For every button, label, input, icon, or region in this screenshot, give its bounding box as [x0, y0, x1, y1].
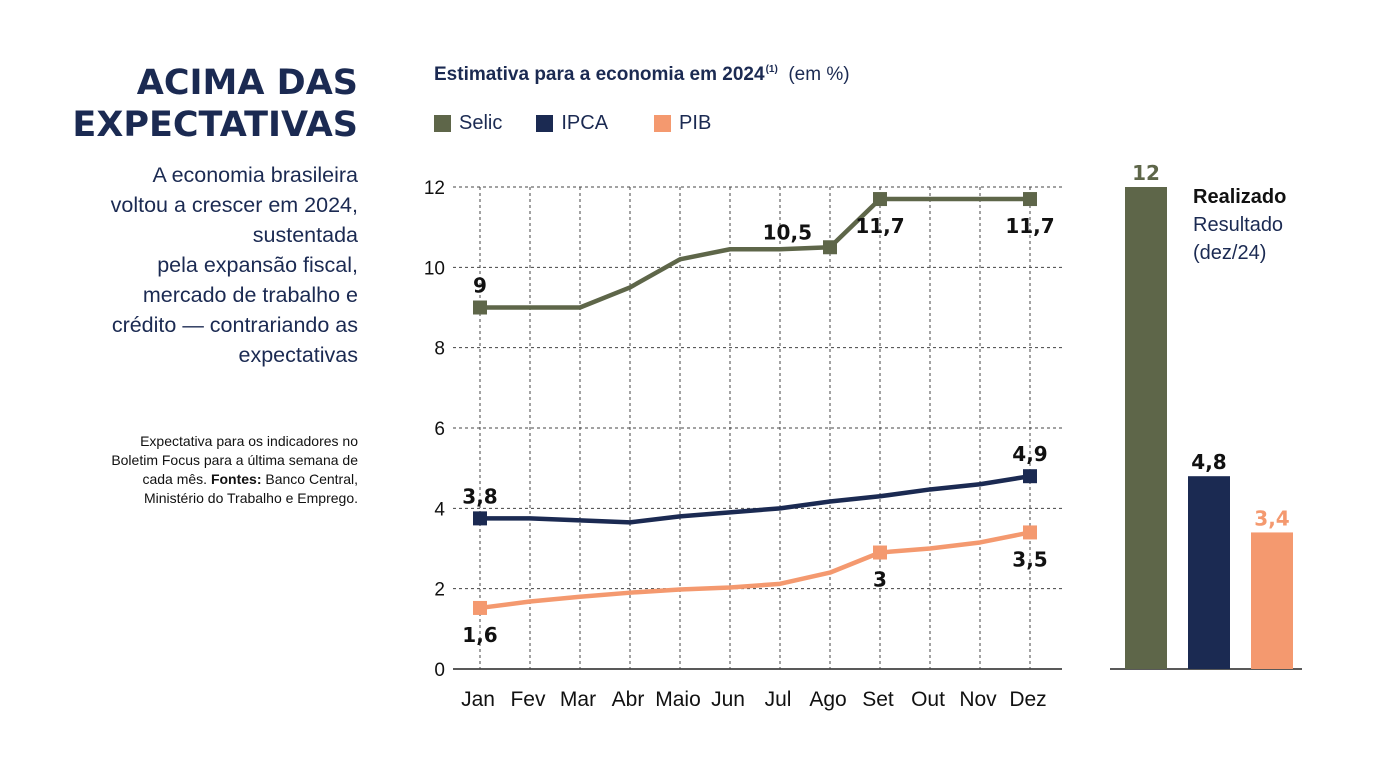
data-label: 11,7	[1005, 214, 1054, 238]
data-marker	[823, 240, 837, 255]
note-line: Expectativa para os indicadores no	[140, 433, 358, 449]
legend-item-selic: Selic	[434, 112, 502, 135]
note-line: Boletim Focus para a última semana de	[111, 452, 358, 468]
lede-line: A economia brasileira	[152, 163, 358, 187]
chart-title-footnote: (1)	[765, 64, 778, 75]
data-marker	[1023, 469, 1037, 484]
data-marker	[1023, 192, 1037, 207]
x-tick-label: Set	[862, 688, 894, 711]
legend-swatch-selic	[434, 115, 451, 132]
realized-bar-label: 3,4	[1254, 506, 1289, 530]
note-line: cada mês. Fontes: Banco Central,	[40, 470, 358, 489]
x-tick-label: Ago	[809, 688, 846, 711]
chart-legend: Selic IPCA PIB	[434, 112, 745, 135]
y-tick-label: 8	[434, 339, 445, 360]
y-tick-label: 4	[434, 499, 445, 520]
legend-label: IPCA	[561, 112, 609, 134]
lede-line: pela expansão fiscal,	[157, 253, 358, 277]
y-tick-label: 2	[434, 580, 445, 601]
series-line-pib	[477, 530, 1033, 611]
lede-line: crédito — contrariando as	[111, 313, 358, 337]
legend-item-pib: PIB	[654, 112, 711, 135]
x-tick-label: Jul	[765, 688, 792, 711]
headline-line: ACIMA DAS	[136, 63, 358, 103]
source-note: Expectativa para os indicadores no Bolet…	[40, 432, 358, 508]
note-line: Ministério do Trabalho e Emprego.	[144, 490, 358, 506]
legend-swatch-ipca	[536, 115, 554, 132]
y-tick-label: 12	[424, 178, 445, 199]
x-tick-label: Jun	[711, 688, 745, 711]
headline-line: EXPECTATIVAS	[72, 105, 358, 145]
data-marker	[473, 300, 487, 315]
note-sources-label: Fontes:	[210, 471, 262, 487]
data-marker	[1023, 525, 1037, 540]
legend-label: PIB	[679, 112, 712, 134]
realized-bar-label: 12	[1132, 161, 1160, 185]
data-label: 11,7	[855, 214, 904, 238]
x-tick-label: Mar	[560, 688, 596, 711]
note-text: Banco Central,	[261, 471, 358, 487]
legend-label: Selic	[459, 112, 503, 134]
realized-bar-ipca	[1188, 476, 1230, 669]
series-line-selic	[477, 196, 1033, 310]
data-label: 3,8	[462, 484, 497, 508]
x-tick-label: Fev	[510, 688, 546, 711]
lede-line: sustentada	[252, 223, 358, 247]
realized-caption: Realizado Resultado (dez/24)	[1193, 183, 1286, 267]
data-label: 9	[473, 274, 487, 298]
data-marker	[873, 192, 887, 207]
x-tick-label: Dez	[1009, 688, 1046, 711]
data-label: 10,5	[763, 220, 812, 244]
data-label: 3	[873, 568, 887, 592]
data-marker	[473, 600, 487, 615]
data-label: 1,6	[462, 623, 497, 647]
chart-title-unit: (em %)	[788, 64, 850, 85]
x-tick-label: Abr	[612, 688, 645, 711]
headline-block: ACIMA DAS EXPECTATIVAS A economia brasil…	[40, 62, 358, 370]
lede: A economia brasileira voltou a crescer e…	[40, 160, 358, 370]
realized-subtitle: (dez/24)	[1193, 242, 1267, 264]
data-label: 4,9	[1012, 442, 1047, 466]
realized-bar-selic	[1125, 187, 1167, 669]
legend-swatch-pib	[654, 115, 672, 132]
x-tick-label: Jan	[461, 688, 495, 711]
chart-title-main: Estimativa para a economia em 2024	[434, 64, 765, 85]
data-marker	[473, 511, 487, 526]
legend-item-ipca: IPCA	[536, 112, 608, 135]
x-tick-label: Out	[911, 688, 945, 711]
y-tick-label: 6	[434, 419, 445, 440]
data-marker	[873, 545, 887, 560]
note-text: cada mês.	[142, 471, 211, 487]
data-label: 3,5	[1012, 547, 1047, 571]
realized-subtitle: Resultado	[1193, 214, 1284, 236]
x-tick-label: Nov	[959, 688, 997, 711]
headline: ACIMA DAS EXPECTATIVAS	[40, 62, 358, 146]
chart-title: Estimativa para a economia em 2024(1) (e…	[434, 64, 850, 86]
lede-line: mercado de trabalho e	[142, 283, 358, 307]
realized-title: Realizado	[1193, 186, 1287, 208]
y-tick-label: 0	[434, 660, 445, 681]
x-tick-label: Maio	[655, 688, 701, 711]
realized-bar-pib	[1251, 532, 1293, 669]
lede-line: expectativas	[238, 343, 358, 367]
y-tick-label: 10	[424, 258, 445, 279]
series-line-ipca	[477, 473, 1033, 525]
lede-line: voltou a crescer em 2024,	[110, 193, 358, 217]
realized-bar-label: 4,8	[1191, 450, 1226, 474]
